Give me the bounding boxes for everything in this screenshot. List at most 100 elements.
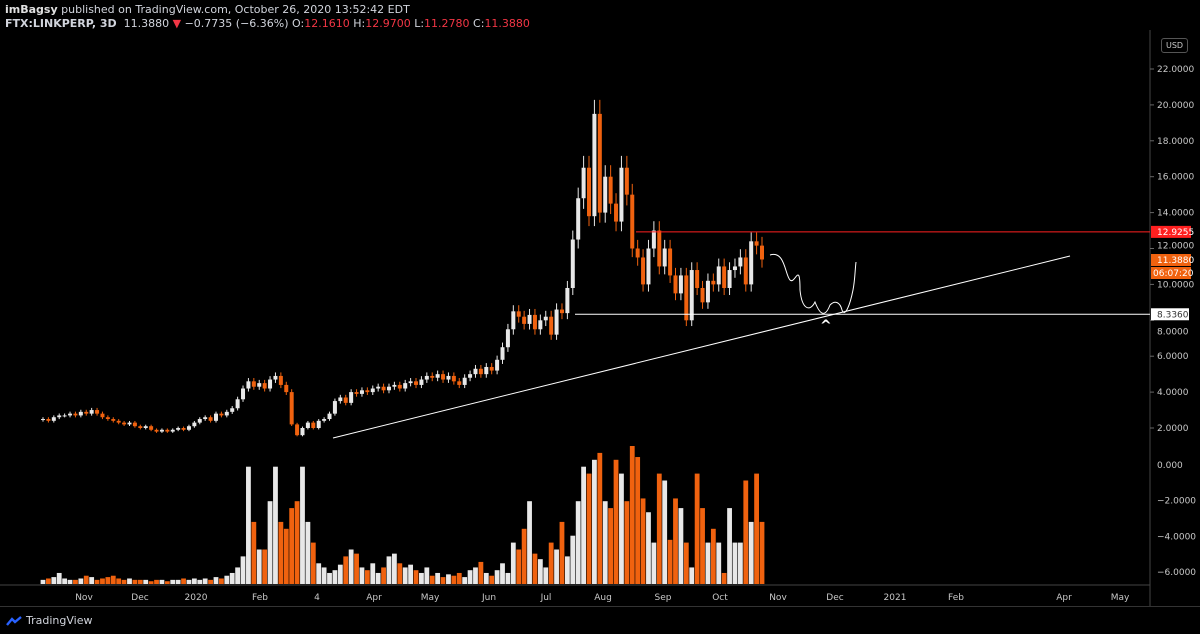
candle-body [554, 309, 559, 335]
candle-body [332, 401, 337, 414]
currency-button[interactable]: USD [1161, 38, 1189, 53]
volume-bar [289, 508, 295, 584]
candle-body [565, 287, 570, 314]
volume-bar [424, 567, 430, 584]
time-tick-label: 2021 [884, 593, 907, 603]
volume-bar [521, 528, 527, 584]
time-tick-label: Aug [594, 593, 612, 603]
volume-bar [186, 579, 192, 584]
volume-bar [651, 542, 657, 584]
volume-bar [256, 549, 262, 584]
candle-body [630, 194, 635, 249]
price-tick-label: 8.0000 [1157, 327, 1189, 337]
volume-bar [451, 575, 457, 584]
candle-body [235, 399, 240, 409]
candle-body [268, 379, 273, 389]
time-axis[interactable]: Nov Dec 2020 Feb 4 Apr May Jun Jul Aug Sep Oct Nov De… [75, 593, 1130, 603]
trend-line[interactable] [332, 255, 1071, 439]
candle-body [538, 320, 543, 330]
support-tag-text: 8.3360 [1157, 310, 1189, 320]
candle-body [522, 316, 527, 324]
candle-body [754, 241, 759, 246]
symbol-label[interactable]: FTX:LINKPERP, 3D [5, 17, 117, 30]
candle-body [446, 375, 451, 380]
candle-body [608, 176, 613, 204]
volume-bar [440, 577, 446, 584]
candle-body [197, 419, 202, 423]
projection-path[interactable] [769, 253, 857, 314]
time-tick-label: Sep [655, 593, 672, 603]
candle-body [46, 419, 51, 421]
volume-bar [737, 542, 743, 584]
volume-bar [51, 577, 57, 584]
candle-body [419, 379, 424, 385]
author-name[interactable]: imBagsy [5, 3, 58, 16]
candle-body [662, 248, 667, 267]
volume-bar [159, 579, 165, 584]
time-tick-label: Apr [366, 593, 382, 603]
price-tick-label: 20.0000 [1157, 101, 1194, 111]
volume-bar [267, 501, 273, 584]
last-price-tag [1151, 254, 1191, 266]
price-tick-label: 14.0000 [1157, 209, 1194, 219]
volume-bar [673, 498, 678, 584]
volume-bar [559, 521, 565, 584]
candle-body [435, 374, 440, 378]
tradingview-logo[interactable]: TradingView [6, 614, 92, 627]
volume-bar [667, 539, 673, 584]
candle-body [327, 413, 332, 420]
time-tick-label: Feb [252, 593, 268, 603]
candle-body [73, 413, 78, 416]
volume-bar [710, 528, 716, 584]
candle-body [559, 309, 564, 314]
volume-bar [473, 567, 478, 584]
volume-tick-label: −6.0000 [1157, 568, 1196, 578]
volume-bar [110, 575, 116, 584]
candle-body [208, 417, 213, 421]
volume-bar [148, 581, 154, 584]
candle-body [570, 239, 575, 288]
candle-body [505, 329, 510, 348]
candle-body [532, 314, 537, 330]
candle-body [105, 417, 110, 420]
low-value: 11.2780 [424, 17, 470, 30]
time-tick-label: Oct [712, 593, 728, 603]
volume-bar [137, 579, 143, 584]
volume-bar [143, 579, 149, 584]
candle-body [668, 248, 673, 276]
candle-body [603, 176, 608, 213]
drawings[interactable]: ^ [332, 231, 1150, 439]
volume-bar [754, 473, 759, 584]
candle-body [257, 383, 262, 387]
candle-body [478, 368, 483, 375]
volume-bar [246, 466, 251, 584]
volume-bar [305, 521, 311, 584]
price-axis[interactable]: 22.0000 20.0000 18.0000 16.0000 14.0000 12.00… [1150, 65, 1194, 434]
candle-body [689, 270, 694, 321]
tradingview-logo-icon [6, 615, 22, 626]
volume-bar [316, 563, 322, 584]
close-value: 11.3880 [484, 17, 530, 30]
candle-body [186, 426, 191, 430]
candle-body [760, 245, 764, 260]
candle-body [230, 408, 235, 412]
candle-body [51, 417, 56, 421]
candle-body [397, 384, 402, 389]
candle-body [132, 422, 137, 427]
candle-body [722, 266, 727, 288]
candle-body [473, 368, 478, 375]
volume-bar [46, 578, 51, 584]
time-tick-label: Jul [540, 593, 552, 603]
candle-body [311, 422, 316, 428]
open-label: O: [292, 17, 305, 30]
volume-bar [640, 498, 646, 584]
candle-body [370, 388, 375, 393]
time-tick-label: May [421, 593, 440, 603]
volume-bar [386, 556, 392, 584]
volume-bar [94, 579, 100, 584]
candle-body [154, 429, 159, 432]
candle-body [592, 113, 597, 217]
volume-bar [602, 501, 608, 584]
volume-bar [89, 577, 95, 584]
